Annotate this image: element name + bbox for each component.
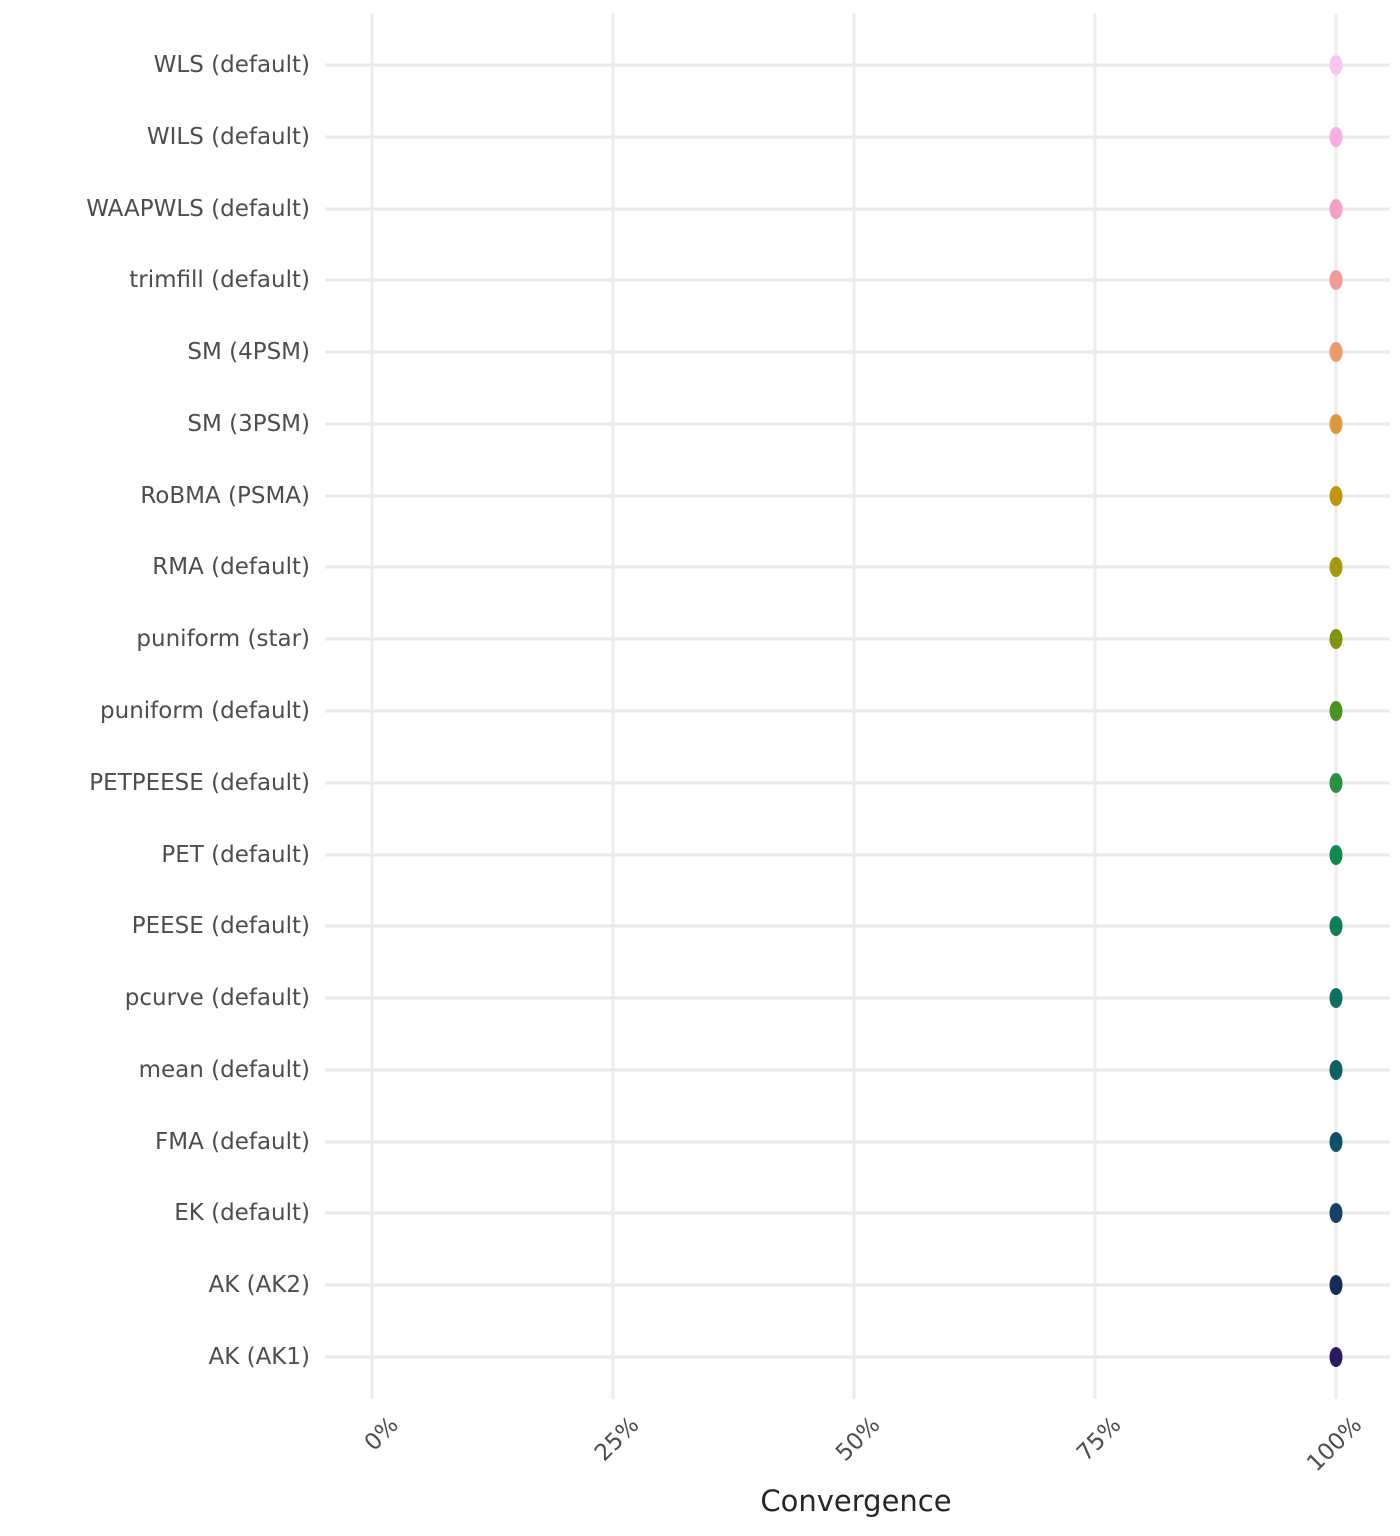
plot-panel — [325, 13, 1390, 1399]
y-axis-label: SM (4PSM) — [187, 339, 310, 366]
y-axis-label: PEESE (default) — [131, 913, 310, 940]
gridline-vertical — [611, 13, 615, 1399]
data-point — [1329, 629, 1343, 650]
y-axis-label: PETPEESE (default) — [89, 769, 310, 796]
gridline-horizontal — [325, 1283, 1390, 1287]
data-point — [1329, 772, 1343, 793]
gridline-vertical — [370, 13, 374, 1399]
gridline-horizontal — [325, 565, 1390, 569]
data-point — [1329, 844, 1343, 865]
x-axis-tick-label: 25% — [589, 1412, 645, 1467]
y-axis-label: AK (AK2) — [208, 1272, 310, 1299]
data-point — [1329, 1131, 1343, 1152]
y-axis-label: puniform (star) — [136, 626, 310, 653]
data-point — [1329, 485, 1343, 506]
data-point — [1329, 55, 1343, 75]
gridline-horizontal — [325, 996, 1390, 1000]
gridline-horizontal — [325, 1140, 1390, 1144]
y-axis-label: pcurve (default) — [124, 985, 310, 1012]
gridline-horizontal — [325, 781, 1390, 785]
x-axis-tick-label: 75% — [1071, 1412, 1127, 1467]
gridline-horizontal — [325, 637, 1390, 641]
gridline-horizontal — [325, 422, 1390, 426]
x-axis-tick-label: 100% — [1302, 1412, 1368, 1477]
gridline-horizontal — [325, 709, 1390, 713]
y-axis-label: EK (default) — [174, 1200, 310, 1227]
gridline-horizontal — [325, 1355, 1390, 1359]
y-axis-label: WLS (default) — [153, 52, 310, 78]
gridline-horizontal — [325, 278, 1390, 282]
gridline-vertical — [852, 13, 856, 1399]
y-axis-label: AK (AK1) — [208, 1344, 310, 1370]
x-axis-tick-label: 50% — [830, 1412, 886, 1467]
y-axis-label: FMA (default) — [155, 1128, 310, 1155]
y-axis-label: SM (3PSM) — [187, 410, 310, 437]
y-axis-label: WILS (default) — [146, 123, 310, 150]
data-point — [1329, 988, 1343, 1009]
y-axis-label: puniform (default) — [100, 698, 310, 724]
gridline-horizontal — [325, 135, 1390, 139]
x-axis-title: Convergence — [760, 1484, 952, 1518]
y-axis-label: mean (default) — [138, 1056, 310, 1083]
gridline-horizontal — [325, 924, 1390, 928]
data-point — [1329, 701, 1343, 721]
gridline-horizontal — [325, 853, 1390, 857]
gridline-horizontal — [325, 1068, 1390, 1072]
gridline-horizontal — [325, 494, 1390, 498]
data-point — [1329, 126, 1343, 147]
y-axis-label: RoBMA (PSMA) — [140, 482, 310, 509]
data-point — [1329, 916, 1343, 937]
gridline-horizontal — [325, 1211, 1390, 1215]
data-point — [1329, 1347, 1343, 1367]
data-point — [1329, 198, 1343, 219]
data-point — [1329, 413, 1343, 434]
gridline-horizontal — [325, 207, 1390, 211]
gridline-horizontal — [325, 350, 1390, 354]
y-axis-label: RMA (default) — [152, 554, 310, 581]
y-axis-label: WAAPWLS (default) — [86, 195, 310, 222]
y-axis-label: trimfill (default) — [129, 267, 310, 294]
data-point — [1329, 342, 1343, 363]
data-point — [1329, 270, 1343, 291]
data-point — [1329, 1203, 1343, 1224]
data-point — [1329, 1275, 1343, 1296]
x-axis-tick-label: 0% — [359, 1412, 404, 1457]
y-axis-label: PET (default) — [161, 841, 310, 868]
gridline-horizontal — [325, 63, 1390, 67]
data-point — [1329, 557, 1343, 578]
gridline-vertical — [1093, 13, 1097, 1399]
data-point — [1329, 1059, 1343, 1080]
